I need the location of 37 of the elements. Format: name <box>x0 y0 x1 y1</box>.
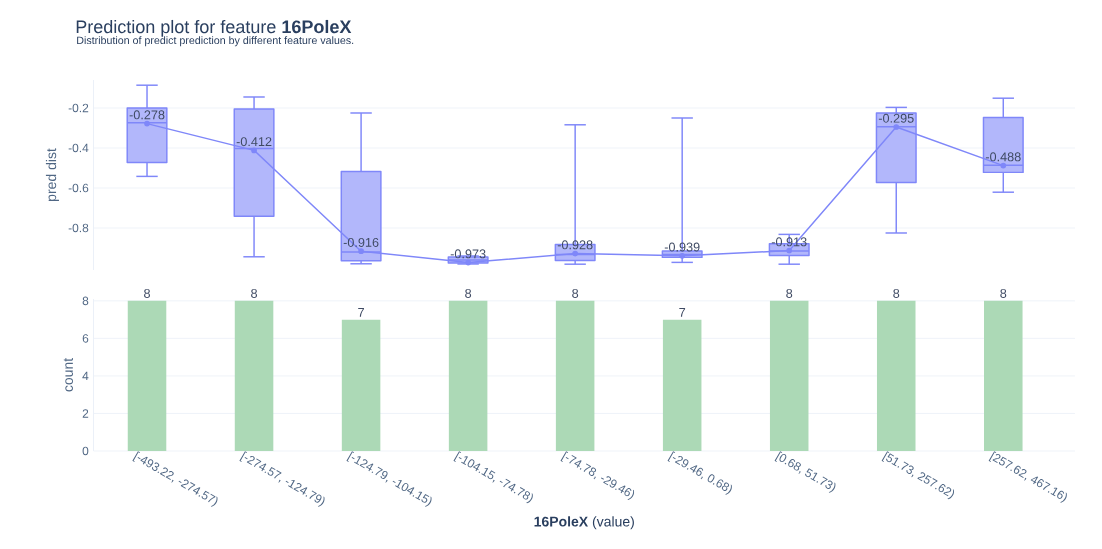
y-tick-label: -0.6 <box>68 183 89 193</box>
point <box>786 247 793 254</box>
data-label: 8 <box>786 288 793 298</box>
data-label: -0.295 <box>878 113 914 123</box>
y-axis-title: count <box>63 357 73 392</box>
y-tick-label: 4 <box>82 371 89 381</box>
point <box>251 147 257 154</box>
point <box>1000 162 1007 169</box>
chart-title: Prediction plot for feature 16PoleX <box>76 19 352 37</box>
data-label: -0.916 <box>343 237 379 247</box>
y-tick-label: -0.8 <box>68 223 89 233</box>
data-label: 8 <box>251 288 258 298</box>
data-label: -0.412 <box>236 137 272 147</box>
data-label: 8 <box>572 288 579 298</box>
data-label: 8 <box>144 288 150 298</box>
y-tick-label: 0 <box>82 446 89 456</box>
data-label: 7 <box>679 307 686 317</box>
y-tick-label: 2 <box>82 409 89 418</box>
y-tick-label: -0.4 <box>68 143 89 153</box>
point <box>893 124 900 130</box>
y-tick-label: -0.2 <box>68 103 89 113</box>
data-label: -0.278 <box>129 110 165 120</box>
point <box>144 120 150 127</box>
data-label: -0.928 <box>557 240 593 250</box>
point <box>358 248 364 255</box>
point <box>572 250 579 257</box>
y-axis-title: pred dist <box>45 148 59 201</box>
data-label: 8 <box>1000 288 1007 298</box>
chart-subtitle: Distribution of predict prediction by different feature values. <box>77 36 354 47</box>
data-label: -0.488 <box>985 152 1021 162</box>
data-label: 7 <box>358 307 364 317</box>
y-tick-label: 8 <box>82 296 89 306</box>
x-axis-title: 16PoleX (value) <box>534 516 634 530</box>
data-label: 8 <box>893 288 900 298</box>
data-label: 8 <box>465 288 472 298</box>
y-tick-label: 6 <box>82 334 89 343</box>
point <box>679 252 686 259</box>
